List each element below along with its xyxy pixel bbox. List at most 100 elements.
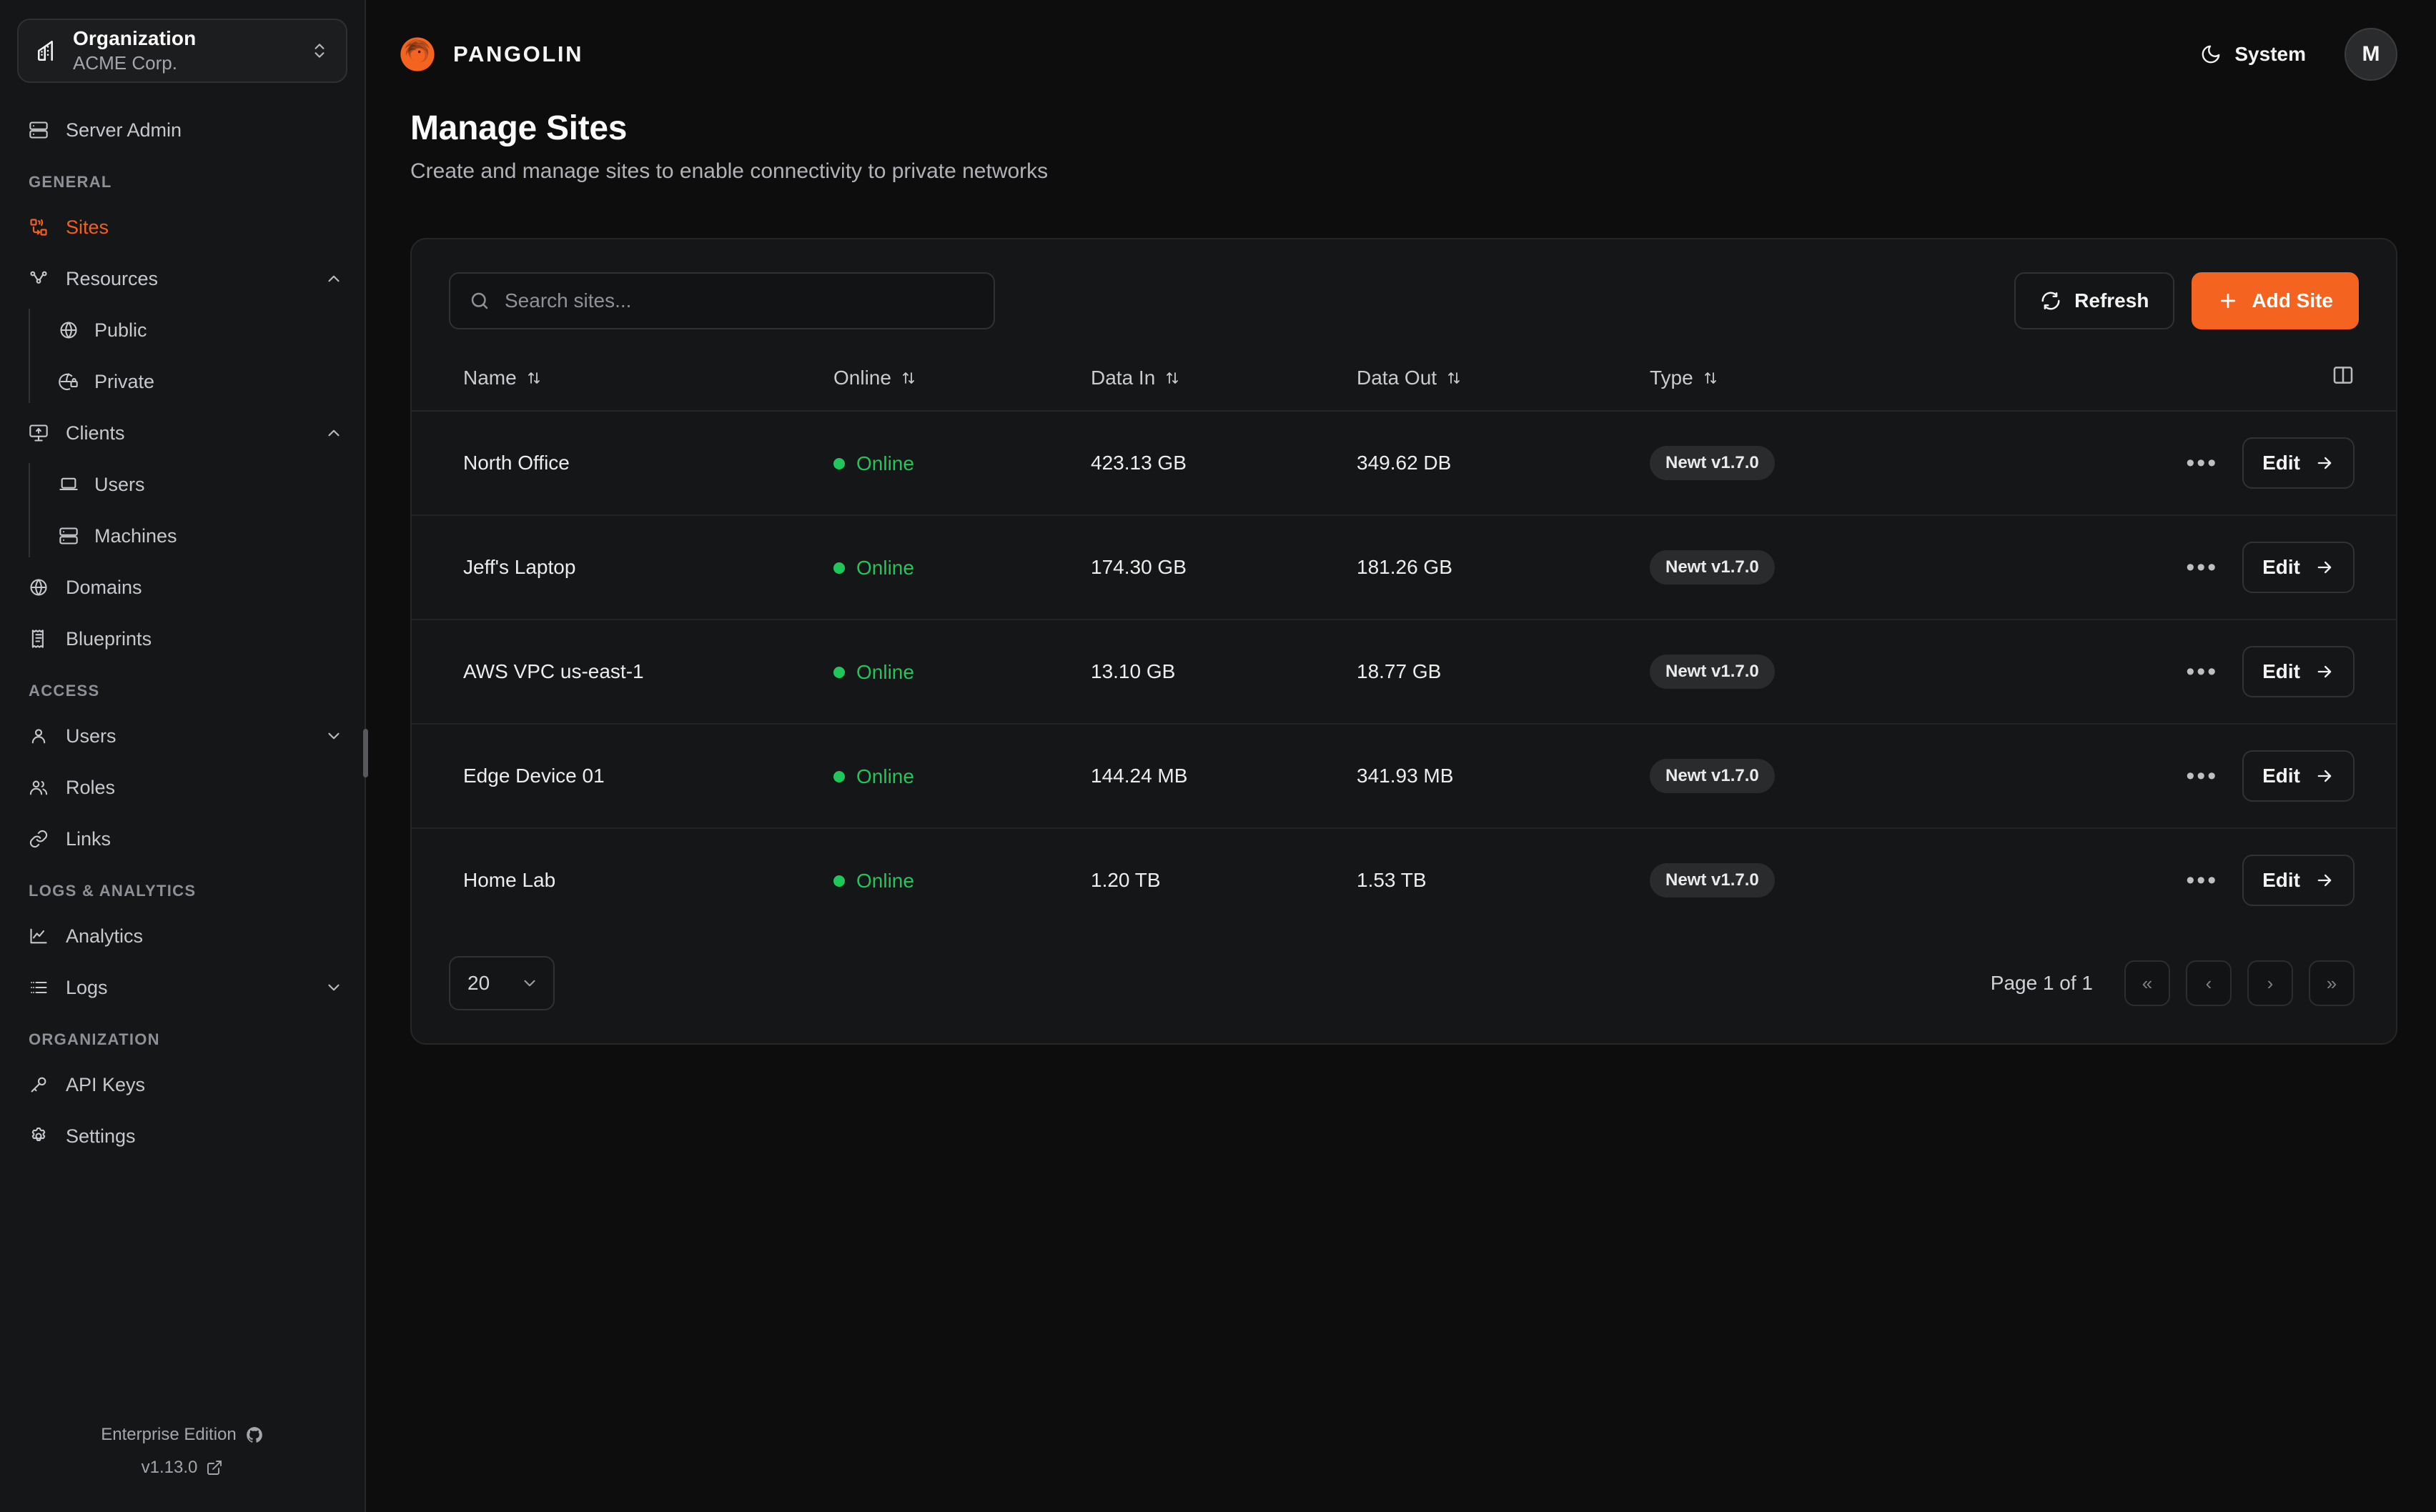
sidebar-item-api-keys[interactable]: API Keys	[0, 1059, 365, 1110]
cell-data-in: 174.30 GB	[1091, 515, 1357, 620]
sidebar-item-server-admin[interactable]: Server Admin	[0, 104, 365, 156]
column-header-actions[interactable]	[1957, 351, 2396, 412]
column-label: Name	[463, 366, 517, 389]
sort-icon[interactable]	[1445, 369, 1462, 387]
sites-table: Name Online	[412, 351, 2396, 932]
edit-label: Edit	[2262, 869, 2300, 891]
table-row[interactable]: Jeff's Laptop Online 174.30 GB 181.26 GB…	[412, 515, 2396, 620]
cell-data-in: 1.20 TB	[1091, 869, 1161, 891]
sort-icon[interactable]	[1702, 369, 1719, 387]
cell-online: Online	[833, 828, 1091, 932]
avatar[interactable]: M	[2345, 28, 2397, 81]
sites-card: Refresh Add Site Name	[410, 238, 2397, 1045]
cell-actions: ••• Edit	[1957, 620, 2396, 725]
cell-name: Edge Device 01	[412, 724, 833, 829]
github-icon[interactable]	[245, 1426, 264, 1444]
sort-icon[interactable]	[900, 369, 917, 387]
resources-icon	[29, 269, 50, 289]
refresh-label: Refresh	[2074, 289, 2149, 312]
external-link-icon[interactable]	[206, 1459, 223, 1476]
sidebar-item-links[interactable]: Links	[0, 813, 365, 865]
chevron-down-icon[interactable]	[325, 978, 343, 997]
page-size-select[interactable]: 20	[449, 956, 555, 1010]
edit-button[interactable]: Edit	[2242, 855, 2355, 906]
search-input[interactable]	[505, 289, 975, 312]
sidebar-item-private[interactable]: Private	[29, 356, 365, 407]
sidebar-item-domains[interactable]: Domains	[0, 562, 365, 613]
status-dot	[833, 875, 845, 887]
sidebar-item-label: Blueprints	[66, 627, 152, 650]
sort-icon[interactable]	[1164, 369, 1181, 387]
table-row[interactable]: Edge Device 01 Online 144.24 MB 341.93 M…	[412, 724, 2396, 829]
status-badge: Online	[856, 765, 914, 787]
version-row[interactable]: v1.13.0	[142, 1458, 224, 1478]
sidebar-item-sites[interactable]: Sites	[0, 202, 365, 253]
table-footer: 20 Page 1 of 1 « ‹ › »	[412, 932, 2396, 1043]
edit-button[interactable]: Edit	[2242, 542, 2355, 593]
column-header-name[interactable]: Name	[412, 351, 833, 412]
chart-line-icon	[29, 926, 50, 946]
sidebar-item-users[interactable]: Users	[0, 710, 365, 762]
last-page-button[interactable]: »	[2309, 960, 2355, 1006]
row-more-button[interactable]: •••	[2186, 553, 2219, 581]
sidebar-resize-handle[interactable]	[363, 729, 368, 777]
search-sites-container[interactable]	[449, 272, 995, 329]
status-dot	[833, 666, 845, 678]
column-header-online[interactable]: Online	[833, 351, 1091, 412]
prev-page-button[interactable]: ‹	[2186, 960, 2232, 1006]
brand[interactable]: PANGOLIN	[397, 34, 583, 74]
edit-button[interactable]: Edit	[2242, 437, 2355, 489]
sidebar-footer: Enterprise Edition v1.13.0	[0, 1425, 365, 1512]
sidebar-item-analytics[interactable]: Analytics	[0, 910, 365, 962]
edition-row[interactable]: Enterprise Edition	[101, 1425, 263, 1445]
cell-name: Jeff's Laptop	[412, 515, 833, 620]
add-site-button[interactable]: Add Site	[2192, 272, 2359, 329]
row-more-button[interactable]: •••	[2186, 866, 2219, 894]
building-icon	[36, 39, 60, 63]
edit-button[interactable]: Edit	[2242, 646, 2355, 697]
chevron-up-icon[interactable]	[325, 424, 343, 442]
sidebar-item-resources[interactable]: Resources	[0, 253, 365, 304]
sidebar-item-logs[interactable]: Logs	[0, 962, 365, 1013]
first-page-button[interactable]: «	[2124, 960, 2170, 1006]
edit-button[interactable]: Edit	[2242, 750, 2355, 802]
table-toolbar: Refresh Add Site	[412, 239, 2396, 329]
table-row[interactable]: Home Lab Online 1.20 TB 1.53 TB Newt v1.…	[412, 828, 2396, 932]
org-switcher[interactable]: Organization ACME Corp.	[17, 19, 347, 83]
columns-icon[interactable]	[2332, 364, 2355, 387]
sidebar-item-roles[interactable]: Roles	[0, 762, 365, 813]
row-more-button[interactable]: •••	[2186, 657, 2219, 685]
type-badge: Newt v1.7.0	[1650, 863, 1775, 897]
refresh-button[interactable]: Refresh	[2014, 272, 2175, 329]
sidebar-item-settings[interactable]: Settings	[0, 1110, 365, 1162]
globe-icon	[29, 577, 50, 597]
type-badge: Newt v1.7.0	[1650, 446, 1775, 480]
chevron-up-icon[interactable]	[325, 269, 343, 288]
sidebar-item-machines[interactable]: Machines	[29, 510, 365, 562]
table-row[interactable]: North Office Online 423.13 GB 349.62 DB …	[412, 411, 2396, 516]
status-badge: Online	[856, 869, 914, 892]
sort-icon[interactable]	[525, 369, 543, 387]
theme-toggle[interactable]: System	[2200, 43, 2306, 66]
next-page-button[interactable]: ›	[2247, 960, 2293, 1006]
page-title: Manage Sites	[410, 109, 628, 147]
topbar: PANGOLIN System M	[366, 0, 2436, 109]
sidebar-item-users-clients[interactable]: Users	[29, 459, 365, 510]
chevrons-up-down-icon[interactable]	[310, 41, 329, 60]
column-header-data-in[interactable]: Data In	[1091, 351, 1357, 412]
table-row[interactable]: AWS VPC us-east-1 Online 13.10 GB 18.77 …	[412, 620, 2396, 725]
chevron-down-icon[interactable]	[325, 727, 343, 745]
refresh-icon	[2040, 290, 2061, 312]
sidebar: Organization ACME Corp. Server Admin	[0, 0, 368, 1512]
status-badge: Online	[856, 556, 914, 579]
column-header-type[interactable]: Type	[1650, 351, 1957, 412]
sidebar-item-clients[interactable]: Clients	[0, 407, 365, 459]
column-header-data-out[interactable]: Data Out	[1357, 351, 1650, 412]
row-more-button[interactable]: •••	[2186, 449, 2219, 477]
cell-actions: ••• Edit	[1957, 828, 2396, 932]
sites-icon	[29, 217, 50, 237]
row-more-button[interactable]: •••	[2186, 762, 2219, 790]
cell-data-out: 349.62 DB	[1357, 411, 1650, 516]
sidebar-item-public[interactable]: Public	[29, 304, 365, 356]
sidebar-item-blueprints[interactable]: Blueprints	[0, 613, 365, 665]
